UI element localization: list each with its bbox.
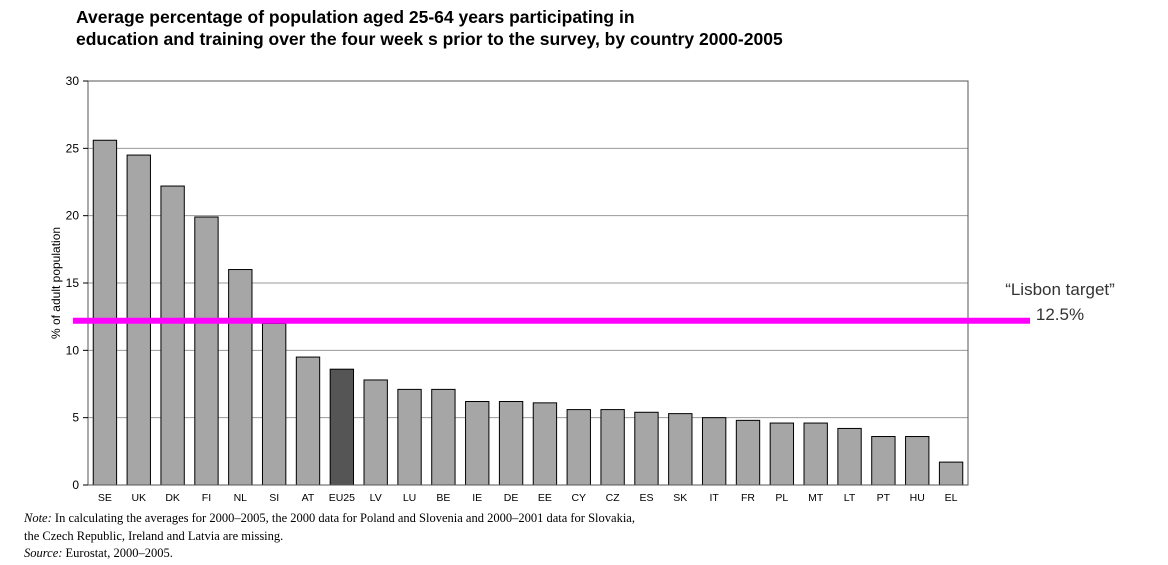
note-prefix: Note: [24,511,52,525]
x-tick-label: SE [98,492,112,504]
chart-bars [92,139,964,486]
x-tick-label: CY [571,492,586,504]
x-tick-label: IE [472,492,482,504]
bar-el [938,461,964,486]
y-tick-label: 15 [66,276,80,290]
x-tick-label: SI [269,492,279,504]
y-axis-ticks: 0 5 10 15 20 25 30 [66,74,88,492]
chart-title-line-1: Average percentage of population aged 25… [76,7,635,27]
lisbon-target-label: “Lisbon target” [1005,280,1115,299]
source-prefix: Source: [24,546,63,560]
note-line-2: the Czech Republic, Ireland and Latvia a… [24,528,284,543]
y-tick-label: 0 [72,478,79,492]
x-tick-label: AT [302,492,315,504]
note-line-1: Note: In calculating the averages for 20… [24,510,635,528]
chart-title-line-2: education and training over the four wee… [76,29,783,49]
bar-mt [803,422,828,486]
x-tick-label: MT [808,492,824,504]
bar-nl [228,269,253,486]
note-text-1: In calculating the averages for 2000–200… [51,511,635,525]
y-tick-label: 20 [66,209,80,223]
bar-si [261,322,287,486]
x-tick-label: EE [538,492,552,504]
bar-se [92,139,118,486]
x-tick-label: IT [709,492,719,504]
bar-fi [194,216,219,486]
bar-hu [905,436,930,486]
x-tick-label: DE [504,492,519,504]
bar-sk [668,413,693,486]
x-tick-label: EU25 [329,492,355,504]
bar-ie [465,401,490,486]
x-tick-label: BE [436,492,450,504]
bar-lt [837,427,862,486]
bar-de [498,401,524,486]
bar-at [295,356,321,486]
bar-ee [532,402,558,486]
y-tick-label: 25 [66,141,80,155]
x-tick-label: LT [844,492,856,504]
lisbon-target-annotation: “Lisbon target” 12.5% [995,277,1125,327]
bar-fr [735,419,761,486]
x-tick-label: ES [639,492,653,504]
bar-be [431,388,456,486]
bar-cy [566,409,591,486]
source-line: Source: Eurostat, 2000–2005. [24,545,635,563]
bar-eu25 [329,368,355,486]
y-axis-label: % of adult population [49,227,63,339]
x-tick-label: PT [877,492,891,504]
bar-lv [363,379,388,486]
y-tick-label: 30 [66,74,80,88]
bar-pl [769,422,795,486]
x-tick-label: FR [741,492,755,504]
bar-it [701,417,727,486]
x-tick-label: HU [910,492,925,504]
bar-dk [160,185,185,486]
y-tick-label: 10 [66,343,80,357]
x-tick-label: LU [403,492,416,504]
source-text: Eurostat, 2000–2005. [62,546,173,560]
x-tick-label: UK [131,492,146,504]
x-tick-label: DK [165,492,180,504]
x-tick-label: CZ [606,492,621,504]
x-tick-label: PL [775,492,788,504]
chart-notes: Note: In calculating the averages for 20… [24,510,635,563]
bar-pt [871,436,896,486]
chart-title: Average percentage of population aged 25… [76,6,1076,50]
x-tick-label: EL [945,492,958,504]
bar-es [634,411,659,486]
bar-cz [600,409,625,486]
bar-lu [397,388,422,486]
x-tick-label: SK [673,492,687,504]
lisbon-target-value: 12.5% [1035,305,1085,324]
x-tick-label: LV [370,492,382,504]
x-axis-ticks: SE UK DK FI NL SI AT EU25 LV LU BE IE DE EE CY CZ ES SK IT… [98,492,958,504]
chart-grid [88,147,968,419]
x-tick-label: FI [202,492,211,504]
y-tick-label: 5 [72,411,79,425]
x-tick-label: NL [234,492,248,504]
